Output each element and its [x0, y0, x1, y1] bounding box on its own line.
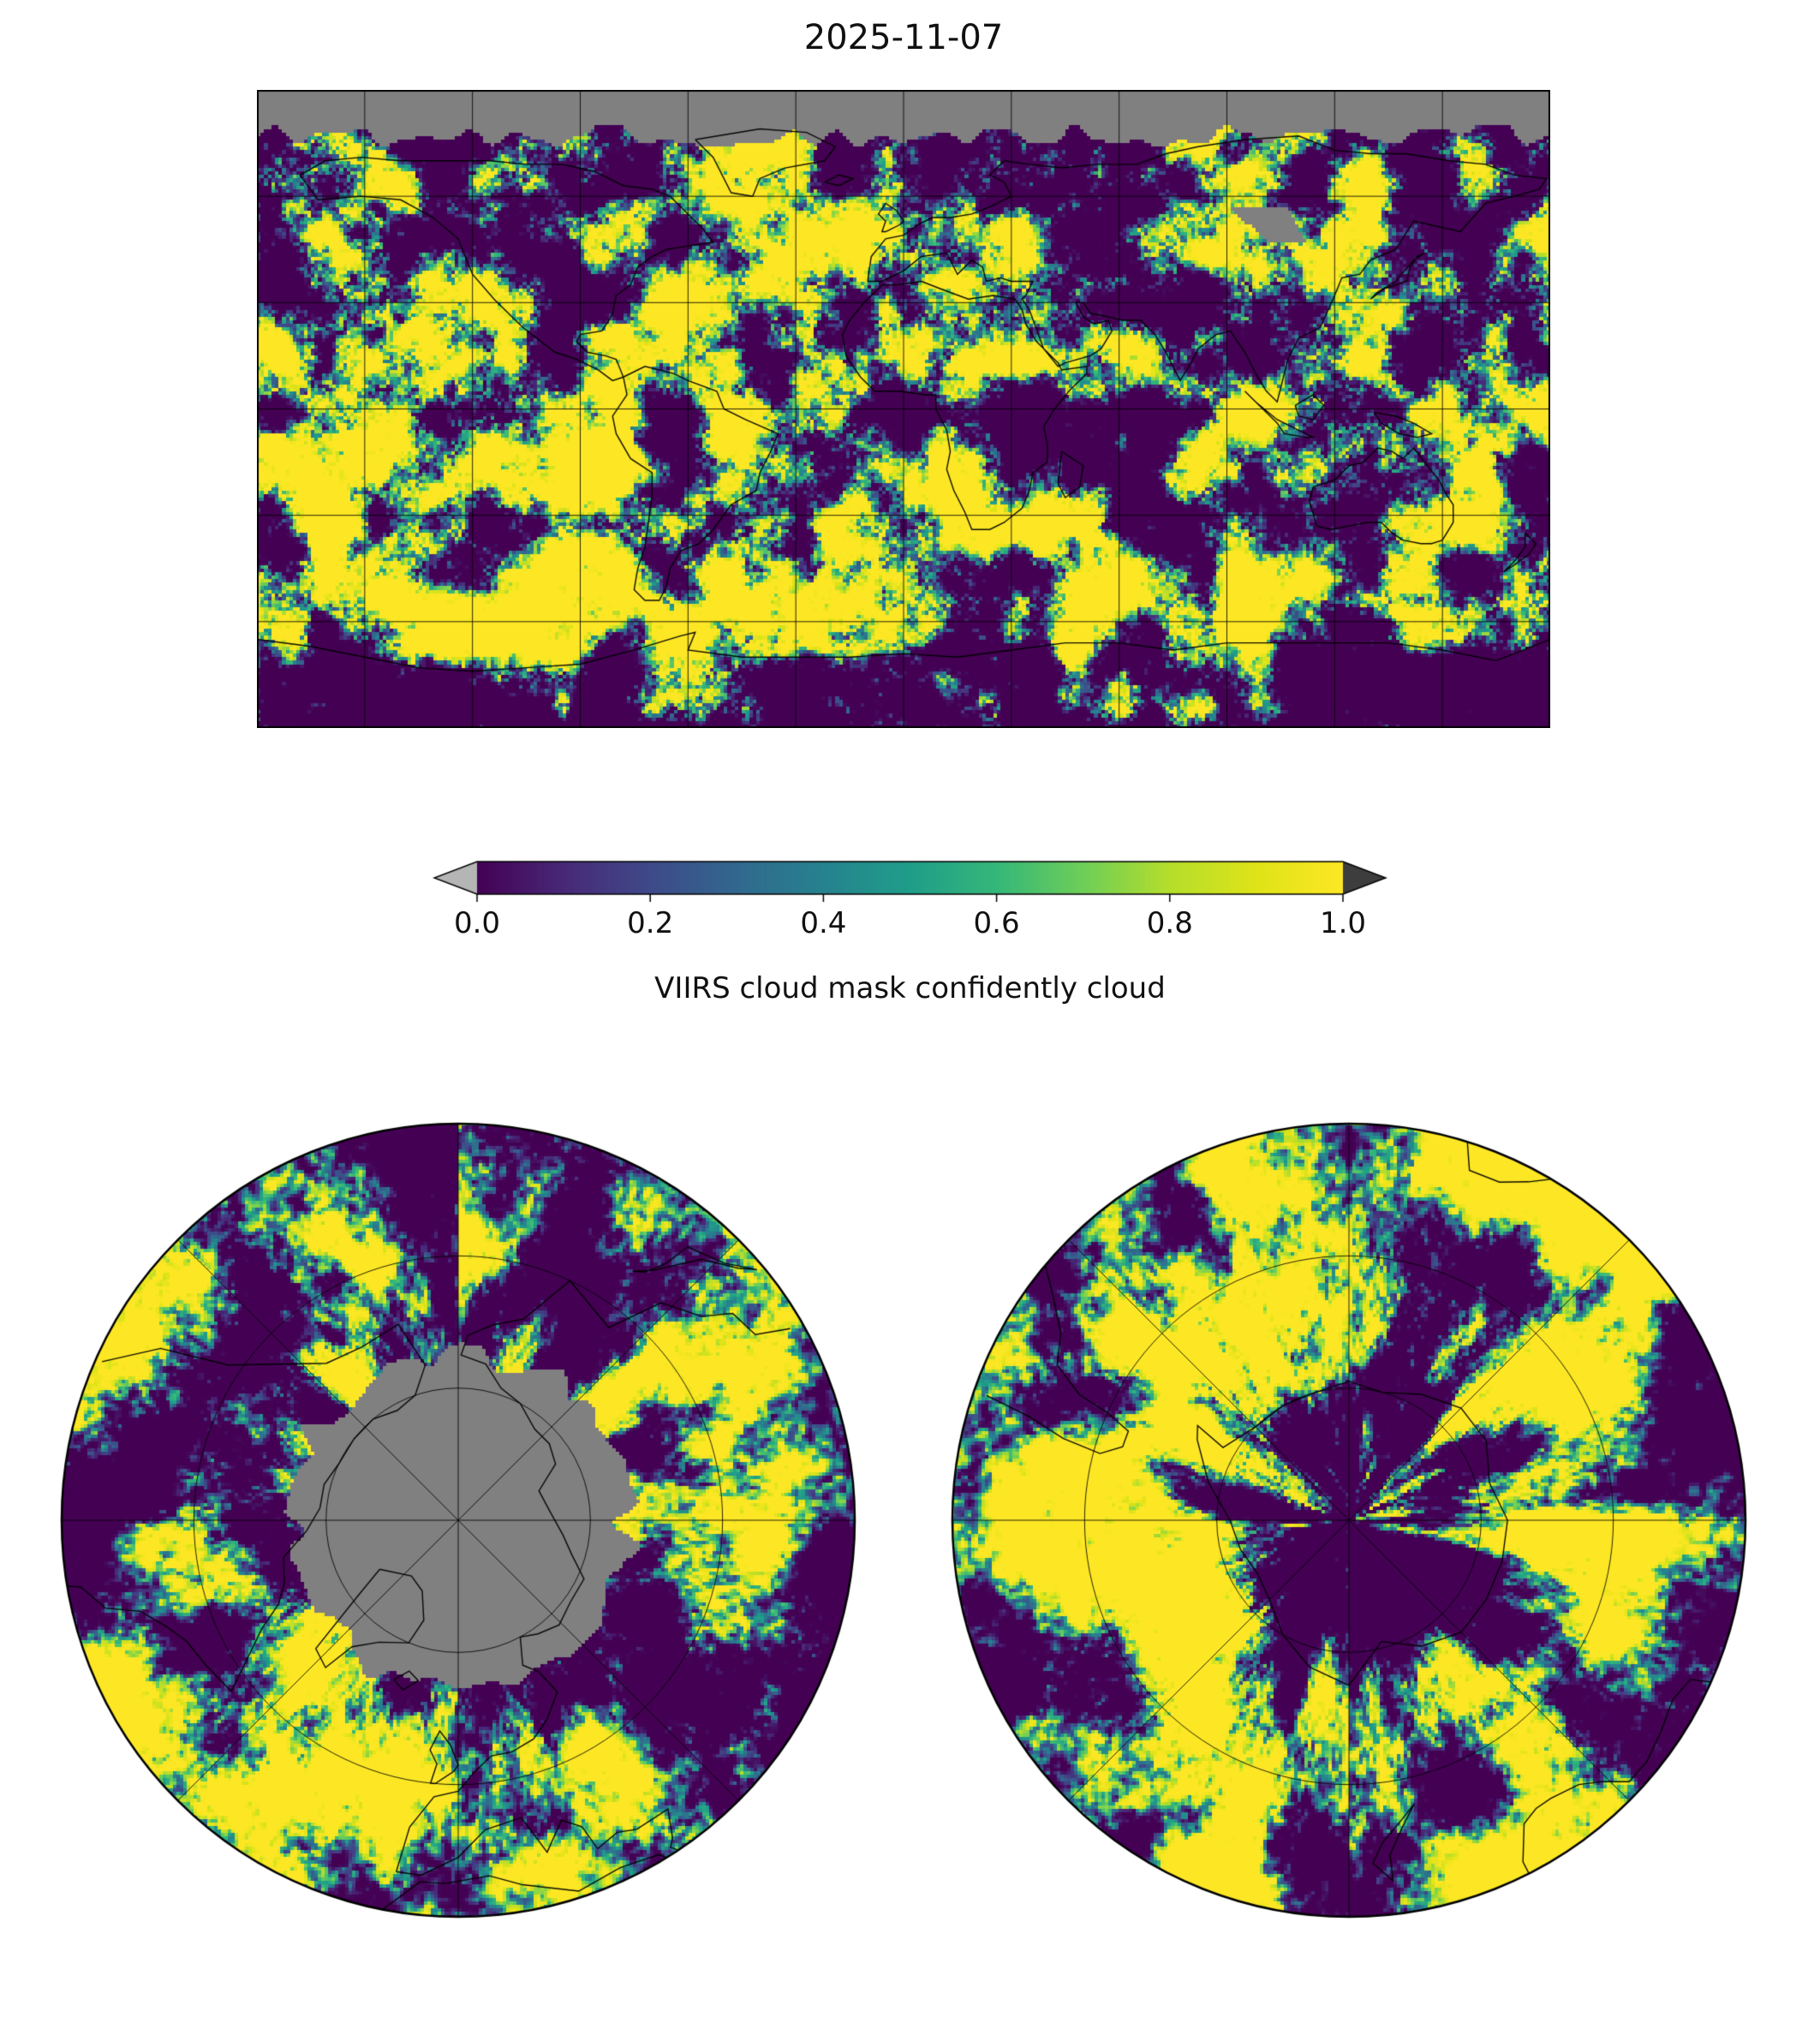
- global-cloud-map: [257, 90, 1550, 728]
- colorbar-tick-labels: 0.0 0.2 0.4 0.6 0.8 1.0: [433, 906, 1387, 944]
- colorbar-tick-label: 0.4: [800, 906, 847, 940]
- south-polar-cloud-map: [951, 1122, 1747, 1919]
- colorbar: [433, 860, 1387, 910]
- figure-title: 2025-11-07: [803, 18, 1004, 57]
- north-polar-cloud-map: [60, 1122, 856, 1919]
- colorbar-label: VIIRS cloud mask confidently cloud: [654, 971, 1166, 1006]
- colorbar-tick-label: 0.2: [627, 906, 674, 940]
- colorbar-tick-label: 0.6: [973, 906, 1020, 940]
- colorbar-tick-label: 0.0: [453, 906, 501, 940]
- colorbar-tick-label: 0.8: [1146, 906, 1193, 940]
- colorbar-tick-label: 1.0: [1319, 906, 1367, 940]
